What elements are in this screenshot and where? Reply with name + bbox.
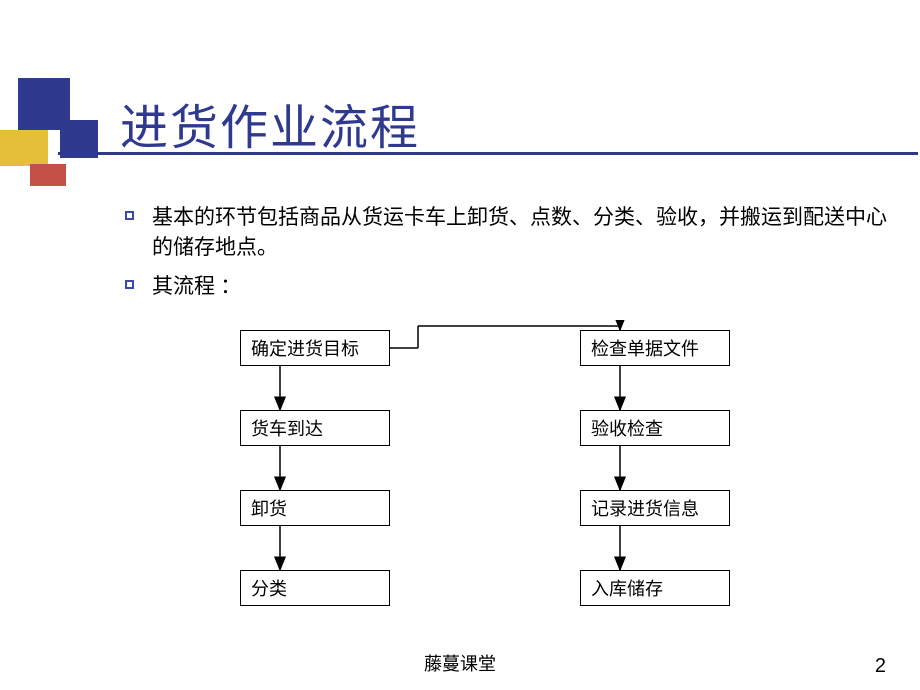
flowchart-node: 分类 [240,570,390,606]
decor-gold-block [0,130,48,166]
bullet-text: 其流程 ： [152,271,241,301]
flowchart-node: 货车到达 [240,410,390,446]
flowchart-node: 记录进货信息 [580,490,730,526]
flowchart: 确定进货目标货车到达卸货分类 检查单据文件验收检查记录进货信息入库储存 [200,320,760,650]
flowchart-node: 确定进货目标 [240,330,390,366]
bullet-square-icon [125,280,134,289]
footer-text: 藤蔓课堂 [0,650,920,676]
bullet-text: 基本的环节包括商品从货运卡车上卸货、点数、分类、验收，并搬运到配送中心的储存地点… [152,202,895,263]
flowchart-node: 卸货 [240,490,390,526]
bullet-item: 基本的环节包括商品从货运卡车上卸货、点数、分类、验收，并搬运到配送中心的储存地点… [125,202,895,263]
slide-decoration [0,70,110,180]
flowchart-node: 验收检查 [580,410,730,446]
flowchart-node: 检查单据文件 [580,330,730,366]
page-number: 2 [875,655,886,678]
bullet-square-icon [125,211,134,220]
decor-red-block [30,164,66,186]
bullet-list: 基本的环节包括商品从货运卡车上卸货、点数、分类、验收，并搬运到配送中心的储存地点… [125,202,895,309]
bullet-item: 其流程 ： [125,271,895,301]
flowchart-node: 入库储存 [580,570,730,606]
slide-title: 进货作业流程 [120,88,420,158]
